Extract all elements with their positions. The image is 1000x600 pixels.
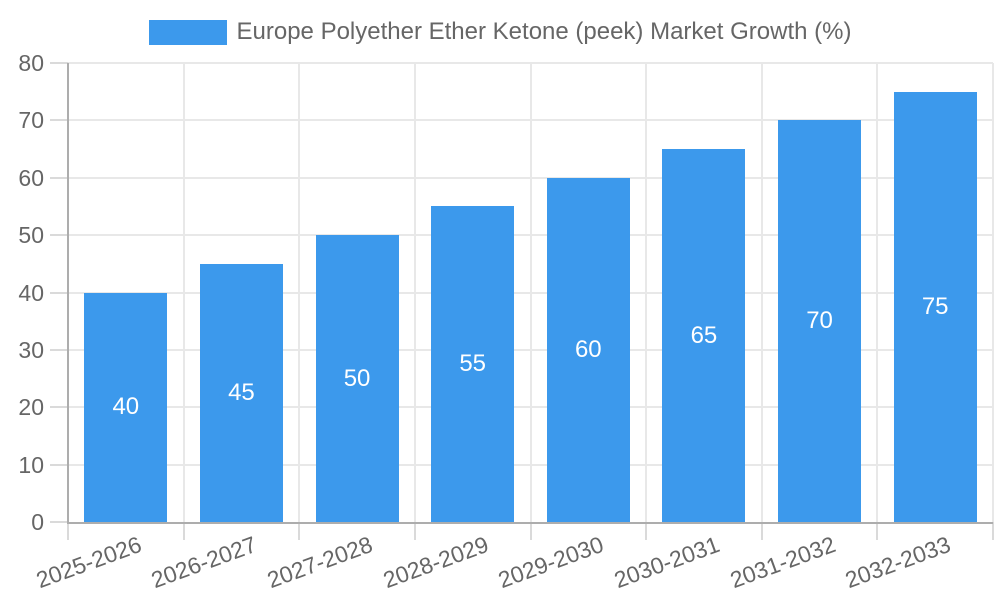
grid-line-vertical (413, 63, 416, 522)
y-axis-label: 50 (18, 222, 44, 249)
bar[interactable]: 75 (893, 91, 977, 522)
x-axis-tick (645, 522, 648, 540)
y-axis-tick (50, 119, 68, 122)
x-axis-tick (876, 522, 879, 540)
bar[interactable]: 70 (778, 120, 862, 522)
bar[interactable]: 60 (546, 177, 630, 522)
grid-line-vertical (645, 63, 648, 522)
bar-value-label: 40 (112, 393, 140, 421)
legend-label: Europe Polyether Ether Ketone (peek) Mar… (236, 18, 852, 45)
y-axis-label: 0 (31, 509, 44, 535)
x-axis-line (67, 522, 993, 524)
grid-line-vertical (876, 63, 879, 522)
y-axis-label: 60 (18, 164, 44, 191)
x-axis-tick (298, 522, 301, 540)
y-axis-tick (50, 291, 68, 294)
x-axis-label: 2026-2027 (148, 531, 261, 594)
y-axis-label: 10 (18, 451, 44, 478)
bar-value-label: 70 (806, 307, 833, 335)
grid-line-vertical (298, 63, 301, 522)
bar-value-label: 55 (459, 350, 487, 378)
y-axis-tick (50, 463, 68, 466)
x-axis-label: 2029-2030 (494, 531, 608, 594)
y-axis-label: 30 (18, 336, 44, 363)
bar-value-label: 60 (574, 335, 602, 363)
y-axis-label: 40 (18, 279, 44, 306)
x-axis-label: 2030-2031 (610, 531, 723, 594)
bar-value-label: 75 (921, 292, 949, 320)
bar[interactable]: 55 (431, 206, 515, 522)
y-axis-line (67, 63, 69, 524)
legend-item[interactable]: Europe Polyether Ether Ketone (peek) Mar… (0, 12, 1000, 52)
legend-swatch (148, 19, 227, 45)
bar[interactable]: 45 (199, 263, 283, 522)
y-axis-tick (50, 234, 68, 237)
bar-value-label: 45 (228, 378, 255, 406)
y-axis-label: 20 (18, 394, 44, 421)
x-axis-tick (529, 522, 532, 540)
grid-line-vertical (529, 63, 532, 522)
x-axis-label: 2032-2033 (841, 531, 955, 594)
y-axis-label: 70 (18, 107, 44, 134)
x-axis-label: 2027-2028 (263, 531, 376, 594)
x-axis-label: 2025-2026 (32, 531, 145, 594)
grid-line-vertical (182, 63, 185, 522)
bar[interactable]: 65 (662, 149, 746, 522)
bar[interactable]: 40 (84, 292, 168, 522)
x-axis-label: 2031-2032 (726, 531, 839, 594)
y-axis-tick (50, 348, 68, 351)
x-axis-tick (67, 522, 69, 540)
x-axis-tick (182, 522, 185, 540)
bar-value-label: 50 (343, 364, 371, 392)
bar[interactable]: 50 (315, 235, 399, 522)
grid-line-vertical (760, 63, 763, 522)
x-axis-label: 2028-2029 (379, 531, 492, 594)
bar-value-label: 65 (690, 321, 718, 349)
y-axis-tick (50, 521, 68, 523)
y-axis-tick (50, 176, 68, 179)
y-axis-label: 80 (18, 50, 44, 76)
x-axis-tick (413, 522, 416, 540)
grid-line-vertical (992, 63, 994, 522)
y-axis-tick (50, 406, 68, 409)
x-axis-tick (992, 522, 994, 540)
y-axis-tick (50, 62, 68, 64)
x-axis-tick (760, 522, 763, 540)
